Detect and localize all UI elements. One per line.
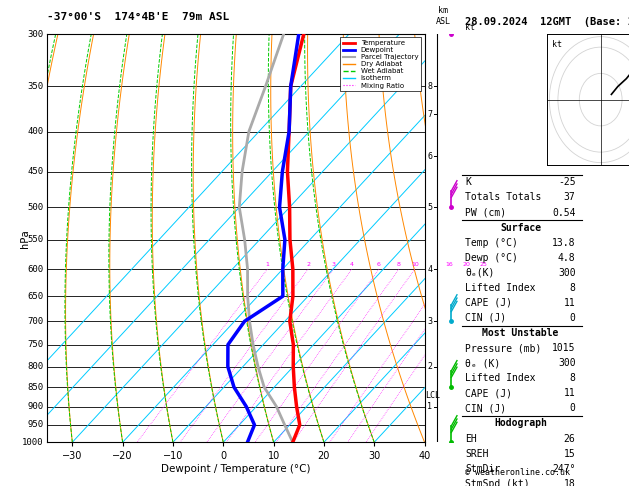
Text: Lifted Index: Lifted Index <box>465 283 536 293</box>
Text: 300: 300 <box>558 268 576 278</box>
Text: 0: 0 <box>570 313 576 323</box>
Text: K: K <box>465 177 471 188</box>
Text: CAPE (J): CAPE (J) <box>465 298 513 308</box>
Text: 0: 0 <box>570 403 576 414</box>
Text: 11: 11 <box>564 298 576 308</box>
Text: 1: 1 <box>428 402 433 411</box>
Text: 3: 3 <box>428 317 433 326</box>
Text: 26: 26 <box>564 434 576 444</box>
Text: hPa: hPa <box>19 229 30 247</box>
Text: 2: 2 <box>428 362 433 371</box>
Text: EH: EH <box>465 434 477 444</box>
Text: 28.09.2024  12GMT  (Base: 18): 28.09.2024 12GMT (Base: 18) <box>465 17 629 27</box>
Text: Hodograph: Hodograph <box>494 418 547 429</box>
Text: 8: 8 <box>397 262 401 267</box>
Text: Temp (°C): Temp (°C) <box>465 238 518 248</box>
Text: © weatheronline.co.uk: © weatheronline.co.uk <box>465 468 571 477</box>
Text: 4: 4 <box>428 264 433 274</box>
Text: kt: kt <box>552 40 562 49</box>
Text: 800: 800 <box>27 362 43 371</box>
Text: 5: 5 <box>428 203 433 212</box>
Text: 650: 650 <box>27 292 43 301</box>
Text: SREH: SREH <box>465 449 489 459</box>
Text: Dewp (°C): Dewp (°C) <box>465 253 518 263</box>
X-axis label: Dewpoint / Temperature (°C): Dewpoint / Temperature (°C) <box>161 464 311 474</box>
Text: StmSpd (kt): StmSpd (kt) <box>465 479 530 486</box>
Text: θₑ (K): θₑ (K) <box>465 358 501 368</box>
Text: 8: 8 <box>570 283 576 293</box>
Text: 8: 8 <box>570 373 576 383</box>
Text: 1000: 1000 <box>22 438 43 447</box>
Text: 300: 300 <box>558 358 576 368</box>
Text: LCL: LCL <box>425 391 440 399</box>
Text: 600: 600 <box>27 264 43 274</box>
Text: Lifted Index: Lifted Index <box>465 373 536 383</box>
Text: 4.8: 4.8 <box>558 253 576 263</box>
Text: 10: 10 <box>411 262 419 267</box>
Text: 247°: 247° <box>552 464 576 474</box>
Text: Surface: Surface <box>500 223 541 233</box>
Text: Most Unstable: Most Unstable <box>482 328 559 338</box>
Text: PW (cm): PW (cm) <box>465 208 506 218</box>
Text: θₑ(K): θₑ(K) <box>465 268 495 278</box>
Text: CAPE (J): CAPE (J) <box>465 388 513 399</box>
Legend: Temperature, Dewpoint, Parcel Trajectory, Dry Adiabat, Wet Adiabat, Isotherm, Mi: Temperature, Dewpoint, Parcel Trajectory… <box>340 37 421 91</box>
Text: 750: 750 <box>27 340 43 349</box>
Text: 4: 4 <box>350 262 354 267</box>
Text: 1015: 1015 <box>552 343 576 353</box>
Text: 7: 7 <box>428 110 433 119</box>
Text: 20: 20 <box>462 262 470 267</box>
Text: 550: 550 <box>27 235 43 244</box>
Text: 16: 16 <box>445 262 453 267</box>
Text: 37: 37 <box>564 192 576 203</box>
Text: 6: 6 <box>428 152 433 160</box>
Text: 400: 400 <box>27 127 43 136</box>
Text: -37°00'S  174°4B'E  79m ASL: -37°00'S 174°4B'E 79m ASL <box>47 12 230 22</box>
Text: 500: 500 <box>27 203 43 212</box>
Text: -25: -25 <box>558 177 576 188</box>
Text: 700: 700 <box>27 317 43 326</box>
Text: 900: 900 <box>27 402 43 411</box>
Text: 8: 8 <box>428 82 433 91</box>
Text: 2: 2 <box>306 262 310 267</box>
Text: 300: 300 <box>27 30 43 38</box>
Text: CIN (J): CIN (J) <box>465 313 506 323</box>
Text: 350: 350 <box>27 82 43 91</box>
Text: 25: 25 <box>479 262 487 267</box>
Text: 3: 3 <box>331 262 335 267</box>
Text: StmDir: StmDir <box>465 464 501 474</box>
Text: 6: 6 <box>377 262 381 267</box>
Text: 0.54: 0.54 <box>552 208 576 218</box>
Text: 850: 850 <box>27 382 43 392</box>
Text: 13.8: 13.8 <box>552 238 576 248</box>
Text: Totals Totals: Totals Totals <box>465 192 542 203</box>
Text: 1: 1 <box>265 262 269 267</box>
Text: Pressure (mb): Pressure (mb) <box>465 343 542 353</box>
Text: 450: 450 <box>27 167 43 176</box>
Text: 11: 11 <box>564 388 576 399</box>
Text: CIN (J): CIN (J) <box>465 403 506 414</box>
Text: km
ASL: km ASL <box>436 6 451 26</box>
Text: 950: 950 <box>27 420 43 429</box>
Text: kt: kt <box>465 22 476 32</box>
Text: 15: 15 <box>564 449 576 459</box>
Text: 18: 18 <box>564 479 576 486</box>
